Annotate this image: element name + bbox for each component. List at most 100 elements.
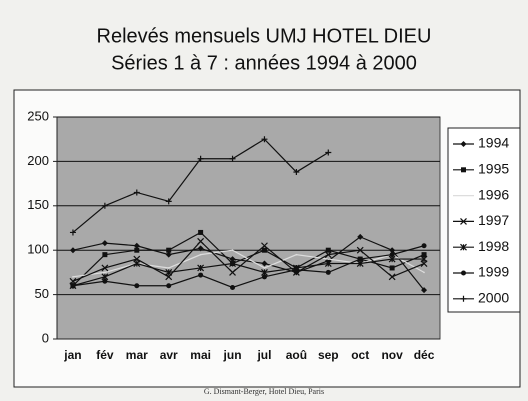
plot-area bbox=[56, 116, 441, 340]
marker bbox=[324, 260, 332, 267]
marker bbox=[198, 272, 204, 278]
marker bbox=[70, 283, 76, 289]
x-tick-label: aoû bbox=[286, 348, 307, 362]
marker bbox=[325, 149, 332, 156]
marker-shape bbox=[229, 268, 236, 276]
marker-shape bbox=[197, 237, 205, 245]
marker bbox=[293, 169, 300, 176]
marker bbox=[357, 256, 363, 262]
marker-shape bbox=[461, 167, 466, 173]
marker-shape bbox=[166, 283, 172, 289]
marker-shape bbox=[69, 247, 76, 254]
marker-shape bbox=[166, 247, 172, 253]
marker bbox=[325, 247, 331, 253]
y-tick-label: 250 bbox=[27, 108, 49, 123]
series-line bbox=[72, 240, 425, 282]
x-tick-label: nov bbox=[381, 348, 403, 362]
marker bbox=[293, 267, 299, 273]
chart-title: Relevés mensuels UMJ HOTEL DIEU bbox=[97, 25, 432, 47]
marker bbox=[261, 274, 267, 280]
marker bbox=[165, 268, 173, 276]
marker-shape bbox=[133, 189, 140, 196]
marker bbox=[165, 251, 172, 258]
legend-label: 1994 bbox=[478, 135, 509, 151]
marker-shape bbox=[197, 264, 205, 272]
marker-shape bbox=[165, 251, 172, 258]
marker bbox=[231, 249, 234, 251]
legend-marker bbox=[460, 295, 467, 302]
marker bbox=[166, 283, 172, 289]
marker-shape bbox=[134, 283, 140, 289]
legend-label: 2000 bbox=[478, 290, 509, 306]
marker-shape bbox=[261, 136, 268, 143]
legend-box bbox=[447, 127, 521, 313]
marker-shape bbox=[229, 260, 236, 267]
marker bbox=[102, 252, 108, 258]
marker bbox=[134, 283, 140, 289]
legend-label: 1997 bbox=[478, 212, 509, 228]
marker-shape bbox=[357, 233, 364, 240]
y-tick-label: 100 bbox=[27, 242, 49, 257]
marker-shape bbox=[389, 265, 395, 271]
marker-shape bbox=[421, 252, 427, 258]
marker bbox=[324, 251, 332, 259]
marker-shape bbox=[325, 269, 331, 275]
marker-shape bbox=[357, 256, 363, 262]
marker bbox=[230, 284, 236, 290]
marker-shape bbox=[293, 267, 299, 273]
marker-shape bbox=[421, 243, 427, 249]
legend-marker bbox=[460, 141, 467, 147]
marker-shape bbox=[198, 229, 204, 235]
marker bbox=[133, 260, 141, 267]
x-tick-label: jun bbox=[223, 348, 242, 362]
marker bbox=[229, 155, 236, 162]
marker-shape bbox=[133, 260, 141, 267]
marker bbox=[388, 273, 396, 281]
marker bbox=[198, 229, 204, 235]
marker-shape bbox=[389, 252, 395, 258]
series-line bbox=[72, 245, 425, 289]
marker bbox=[101, 202, 108, 209]
y-tick-label: 50 bbox=[35, 286, 49, 301]
marker-shape bbox=[230, 284, 236, 290]
marker bbox=[229, 268, 236, 276]
y-tick-label: 150 bbox=[27, 197, 49, 212]
chart-subtitle: Séries 1 à 7 : années 1994 à 2000 bbox=[111, 52, 417, 74]
marker bbox=[166, 247, 172, 253]
marker-shape bbox=[389, 247, 396, 254]
legend-marker bbox=[460, 243, 467, 251]
marker bbox=[295, 253, 298, 256]
marker-shape bbox=[101, 240, 108, 247]
x-tick-label: mai bbox=[190, 348, 211, 362]
marker-shape bbox=[101, 264, 109, 272]
marker bbox=[69, 229, 76, 236]
legend-label: 1999 bbox=[478, 264, 509, 280]
marker-shape bbox=[102, 252, 108, 258]
marker-shape bbox=[165, 268, 173, 276]
marker-shape bbox=[261, 247, 267, 253]
x-tick-label: fév bbox=[96, 348, 114, 362]
marker-shape bbox=[101, 202, 108, 209]
marker-shape bbox=[461, 270, 466, 276]
marker bbox=[199, 253, 202, 256]
marker bbox=[356, 246, 364, 254]
marker-shape bbox=[460, 141, 467, 147]
marker bbox=[197, 155, 204, 162]
legend-marker bbox=[460, 217, 467, 225]
marker bbox=[357, 233, 364, 240]
x-tick-label: jul bbox=[256, 348, 271, 362]
marker-shape bbox=[324, 251, 332, 259]
marker-shape bbox=[293, 169, 300, 176]
marker bbox=[197, 237, 205, 245]
y-tick-label: 200 bbox=[27, 153, 49, 168]
marker-shape bbox=[460, 217, 467, 225]
marker bbox=[421, 287, 428, 294]
x-tick-label: sep bbox=[318, 348, 339, 362]
marker bbox=[104, 271, 106, 274]
marker-shape bbox=[388, 273, 396, 281]
marker-shape bbox=[261, 274, 267, 280]
marker bbox=[421, 243, 427, 249]
marker-shape bbox=[460, 243, 467, 251]
x-tick-label: mar bbox=[126, 348, 148, 362]
